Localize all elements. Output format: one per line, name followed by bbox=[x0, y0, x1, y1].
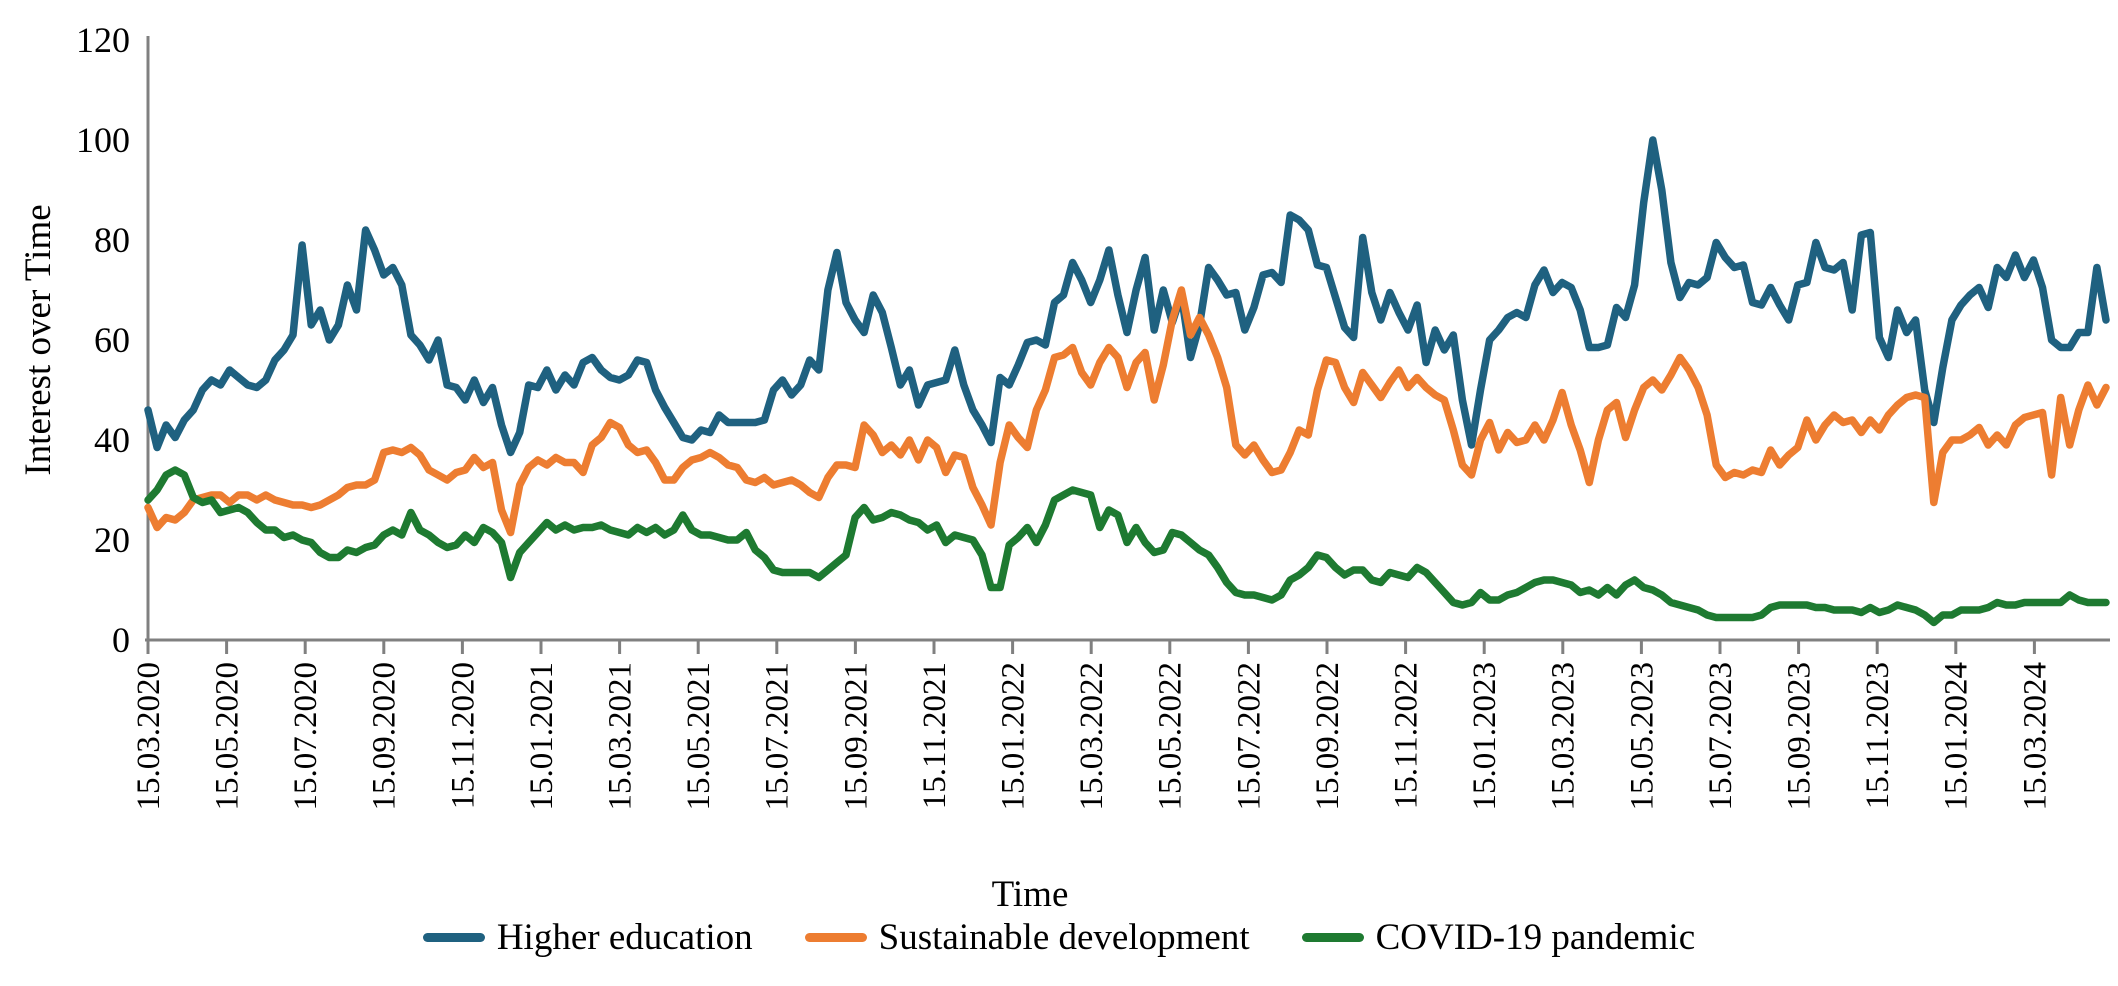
legend-label: COVID-19 pandemic bbox=[1375, 917, 1696, 958]
x-tick-label: 15.07.2022 bbox=[1231, 662, 1267, 811]
x-tick-label: 15.05.2021 bbox=[681, 662, 717, 811]
y-tick-label: 80 bbox=[94, 220, 130, 260]
legend-swatch bbox=[422, 933, 485, 942]
x-tick-label: 15.03.2020 bbox=[131, 662, 167, 811]
x-tick-label: 15.01.2023 bbox=[1467, 662, 1503, 811]
legend-swatch bbox=[1301, 933, 1364, 942]
legend-swatch bbox=[804, 933, 867, 942]
series-line-covid-19-pandemic bbox=[144, 466, 2110, 627]
legend-item-covid-19-pandemic: COVID-19 pandemic bbox=[1301, 916, 1696, 959]
x-tick-label: 15.03.2024 bbox=[2017, 662, 2053, 811]
x-tick-label: 15.11.2021 bbox=[917, 662, 953, 809]
y-tick-label: 120 bbox=[76, 20, 130, 60]
x-tick-label: 15.03.2021 bbox=[602, 662, 638, 811]
y-tick-label: 60 bbox=[94, 320, 130, 360]
x-tick-label: 15.09.2023 bbox=[1781, 662, 1817, 811]
series-line-higher-education bbox=[144, 136, 2110, 457]
y-tick-label: 20 bbox=[94, 520, 130, 560]
x-tick-label: 15.07.2020 bbox=[288, 662, 324, 811]
x-tick-label: 15.07.2021 bbox=[760, 662, 796, 811]
x-tick-label: 15.09.2022 bbox=[1310, 662, 1346, 811]
x-tick-label: 15.05.2023 bbox=[1624, 662, 1660, 811]
x-tick-label: 15.11.2023 bbox=[1860, 662, 1896, 809]
chart-legend: Higher education Sustainable development C… bbox=[0, 916, 2118, 959]
y-tick-label: 100 bbox=[76, 120, 130, 160]
x-tick-label: 15.09.2020 bbox=[367, 662, 403, 811]
legend-label: Sustainable development bbox=[878, 917, 1250, 958]
x-tick-label: 15.01.2022 bbox=[995, 662, 1031, 811]
x-tick-label: 15.01.2024 bbox=[1939, 662, 1975, 811]
x-tick-label: 15.11.2022 bbox=[1388, 662, 1424, 809]
x-tick-label: 15.03.2023 bbox=[1546, 662, 1582, 811]
x-tick-label: 15.05.2020 bbox=[209, 662, 245, 811]
y-axis-title: Interest over Time bbox=[18, 204, 59, 475]
y-tick-label: 0 bbox=[112, 620, 130, 660]
legend-label: Higher education bbox=[496, 917, 753, 958]
x-axis-title: Time bbox=[992, 874, 1069, 915]
series-line-sustainable-development bbox=[144, 286, 2110, 537]
x-tick-label: 15.09.2021 bbox=[838, 662, 874, 811]
legend-item-sustainable-development: Sustainable development bbox=[804, 916, 1250, 959]
y-tick-label: 40 bbox=[94, 420, 130, 460]
x-tick-label: 15.01.2021 bbox=[524, 662, 560, 811]
x-tick-label: 15.11.2020 bbox=[445, 662, 481, 809]
legend-item-higher-education: Higher education bbox=[422, 916, 753, 959]
x-tick-label: 15.05.2022 bbox=[1153, 662, 1189, 811]
x-tick-label: 15.07.2023 bbox=[1703, 662, 1739, 811]
x-tick-label: 15.03.2022 bbox=[1074, 662, 1110, 811]
